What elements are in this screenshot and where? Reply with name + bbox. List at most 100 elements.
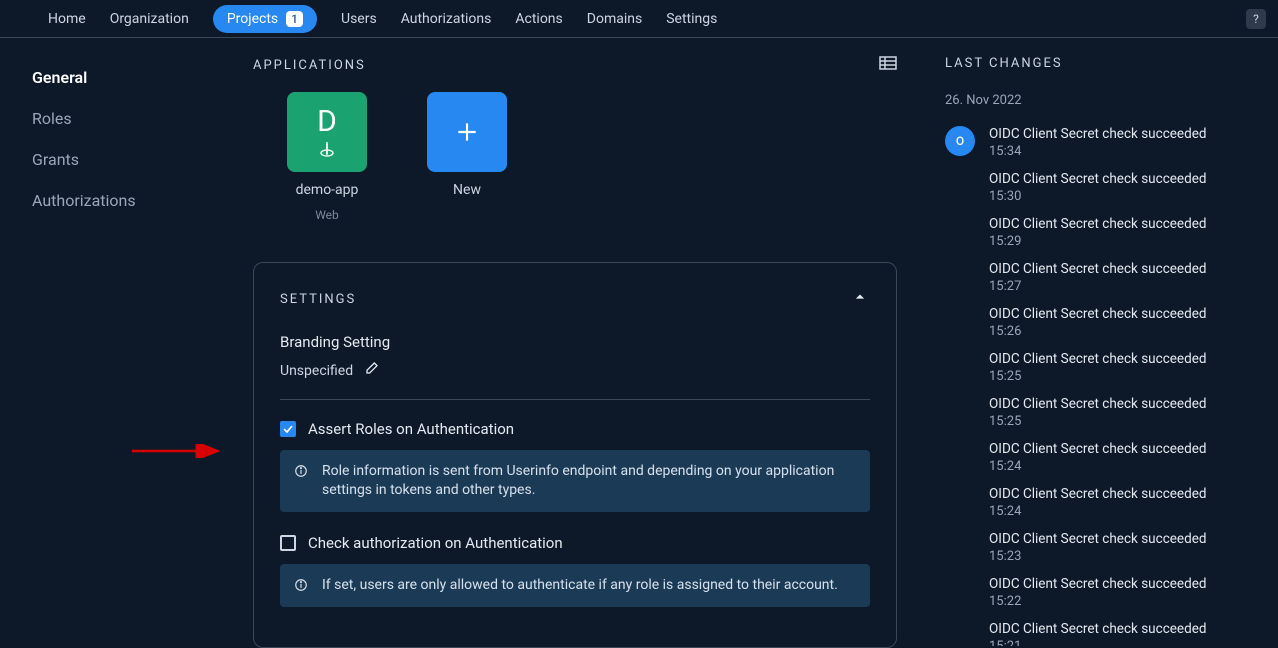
avatar	[945, 441, 975, 471]
sidebar-item-general[interactable]: General	[32, 68, 205, 87]
app-letter: D	[317, 104, 337, 139]
change-text: OIDC Client Secret check succeeded	[989, 126, 1206, 142]
info-text: If set, users are only allowed to authen…	[322, 576, 838, 595]
change-time: 15:24	[989, 504, 1206, 519]
info-box: Role information is sent from Userinfo e…	[280, 450, 870, 512]
nav-tab-domains[interactable]: Domains	[587, 5, 642, 33]
change-time: 15:25	[989, 369, 1206, 384]
applications-title: APPLICATIONS	[253, 58, 366, 73]
nav-tab-organization[interactable]: Organization	[110, 5, 189, 33]
avatar	[945, 621, 975, 646]
openid-icon	[320, 141, 334, 161]
sidebar-item-grants[interactable]: Grants	[32, 150, 205, 169]
info-text: Role information is sent from Userinfo e…	[322, 462, 856, 500]
change-time: 15:29	[989, 234, 1206, 249]
help-button[interactable]: ?	[1246, 9, 1266, 29]
collapse-toggle[interactable]	[850, 287, 870, 311]
nav-tab-label: Projects	[227, 11, 278, 27]
info-icon	[294, 578, 308, 592]
setting-option-1[interactable]: Check authorization on Authentication	[280, 534, 870, 552]
change-entry: OIDC Client Secret check succeeded15:21	[945, 621, 1251, 646]
change-entry: OIDC Client Secret check succeeded 15:24	[945, 441, 1251, 474]
change-text: OIDC Client Secret check succeeded	[989, 306, 1206, 322]
app-tile	[427, 92, 507, 172]
nav-tab-label: Domains	[587, 11, 642, 27]
branding-setting-label: Branding Setting	[280, 333, 870, 351]
nav-tab-users[interactable]: Users	[341, 5, 377, 33]
nav-tab-projects[interactable]: Projects 1	[213, 5, 317, 33]
settings-title: SETTINGS	[280, 292, 356, 307]
app-subtitle: Web	[315, 208, 339, 222]
info-icon	[294, 464, 308, 478]
app-name: demo-app	[296, 182, 359, 198]
nav-tab-label: Users	[341, 11, 377, 27]
nav-tab-label: Settings	[666, 11, 717, 27]
edit-branding-button[interactable]	[363, 361, 379, 381]
change-time: 15:23	[989, 549, 1206, 564]
nav-tab-settings[interactable]: Settings	[666, 5, 717, 33]
app-tile: D	[287, 92, 367, 172]
nav-tab-label: Authorizations	[401, 11, 492, 27]
view-toggle-icon[interactable]	[879, 56, 897, 74]
change-text: OIDC Client Secret check succeeded	[989, 216, 1206, 232]
nav-tab-label: Actions	[515, 11, 562, 27]
change-entry: OIDC Client Secret check succeeded 15:26	[945, 306, 1251, 339]
change-text: OIDC Client Secret check succeeded	[989, 531, 1206, 547]
change-entry: OIDC Client Secret check succeeded 15:23	[945, 531, 1251, 564]
app-name: New	[453, 182, 481, 198]
change-time: 15:24	[989, 459, 1206, 474]
nav-tab-authorizations[interactable]: Authorizations	[401, 5, 492, 33]
avatar	[945, 486, 975, 516]
sidebar-item-authorizations[interactable]: Authorizations	[32, 191, 205, 210]
plus-icon	[454, 119, 480, 145]
change-text: OIDC Client Secret check succeeded	[989, 261, 1206, 277]
settings-card: SETTINGS Branding Setting Unspecified As…	[253, 262, 897, 648]
change-time: 15:27	[989, 279, 1206, 294]
change-entry: OIDC Client Secret check succeeded 15:24	[945, 486, 1251, 519]
avatar	[945, 261, 975, 291]
sidebar-item-roles[interactable]: Roles	[32, 109, 205, 128]
app-card-demo-app[interactable]: Ddemo-app Web	[277, 92, 377, 222]
change-text: OIDC Client Secret check succeeded	[989, 486, 1206, 502]
branding-setting-value: Unspecified	[280, 363, 353, 379]
nav-tab-actions[interactable]: Actions	[515, 5, 562, 33]
checkbox-label: Check authorization on Authentication	[308, 534, 563, 552]
nav-tab-label: Home	[48, 11, 86, 27]
change-entry: OIDC Client Secret check succeeded 15:27	[945, 261, 1251, 294]
change-entry: O OIDC Client Secret check succeeded 15:34	[945, 126, 1251, 159]
info-box: If set, users are only allowed to authen…	[280, 564, 870, 607]
checkbox[interactable]	[280, 535, 296, 551]
last-changes-title: LAST CHANGES	[945, 56, 1251, 71]
checkbox-label: Assert Roles on Authentication	[308, 420, 514, 438]
change-text: OIDC Client Secret check succeeded	[989, 351, 1206, 367]
change-entry: OIDC Client Secret check succeeded 15:25	[945, 396, 1251, 429]
last-changes-date: 26. Nov 2022	[945, 93, 1251, 108]
change-time: 15:30	[989, 189, 1206, 204]
change-time: 15:22	[989, 594, 1206, 609]
nav-tab-home[interactable]: Home	[48, 5, 86, 33]
change-text: OIDC Client Secret check succeeded	[989, 441, 1206, 457]
change-entry: OIDC Client Secret check succeeded 15:22	[945, 576, 1251, 609]
main-content: APPLICATIONS Ddemo-app Web New SETTINGS Br…	[205, 38, 945, 646]
last-changes-panel: LAST CHANGES 26. Nov 2022 O OIDC Client S…	[945, 38, 1275, 646]
avatar	[945, 351, 975, 381]
avatar: O	[945, 126, 975, 156]
nav-tab-badge: 1	[286, 11, 303, 27]
avatar	[945, 396, 975, 426]
change-entry: OIDC Client Secret check succeeded 15:30	[945, 171, 1251, 204]
change-entry: OIDC Client Secret check succeeded 15:25	[945, 351, 1251, 384]
change-text: OIDC Client Secret check succeeded	[989, 576, 1206, 592]
avatar	[945, 216, 975, 246]
checkbox[interactable]	[280, 421, 296, 437]
change-time: 15:34	[989, 144, 1206, 159]
change-text: OIDC Client Secret check succeeded	[989, 396, 1206, 412]
avatar	[945, 576, 975, 606]
change-time: 15:25	[989, 414, 1206, 429]
nav-tab-label: Organization	[110, 11, 189, 27]
sidebar: General Roles Grants Authorizations	[0, 38, 205, 646]
change-text: OIDC Client Secret check succeeded	[989, 171, 1206, 187]
change-time: 15:26	[989, 324, 1206, 339]
new-app-card[interactable]: New	[417, 92, 517, 222]
change-entry: OIDC Client Secret check succeeded 15:29	[945, 216, 1251, 249]
setting-option-0[interactable]: Assert Roles on Authentication	[280, 420, 870, 438]
